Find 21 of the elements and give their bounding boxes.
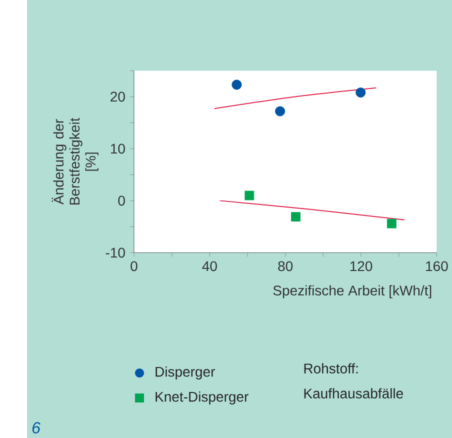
y-tick-label: -10 [106, 248, 125, 258]
x-axis-title: Spezifische Arbeit [kWh/t] [273, 285, 432, 298]
point [386, 218, 396, 228]
y-axis-title: Änderung der Berstfestigkeit [%] [52, 118, 98, 205]
point [232, 80, 242, 90]
x-tick-label: 40 [202, 261, 217, 272]
point [244, 190, 254, 200]
legend-label: Knet-Disperger [156, 391, 248, 405]
x-tick-label: 0 [130, 261, 138, 272]
y-tick-label: 20 [110, 92, 125, 102]
text: Rohstoff: Kaufhausabfälle [304, 363, 403, 398]
y-tick-label: 0 [118, 196, 125, 206]
x-tick-label: 80 [278, 261, 293, 272]
point [356, 88, 366, 98]
point [275, 106, 286, 116]
text: 6 [32, 422, 40, 434]
x-tick-label: 120 [350, 261, 372, 272]
x-tick-label: 160 [426, 261, 448, 272]
legend-label: Disperger [156, 366, 215, 380]
point [291, 212, 300, 222]
y-tick-label: 10 [110, 144, 125, 154]
